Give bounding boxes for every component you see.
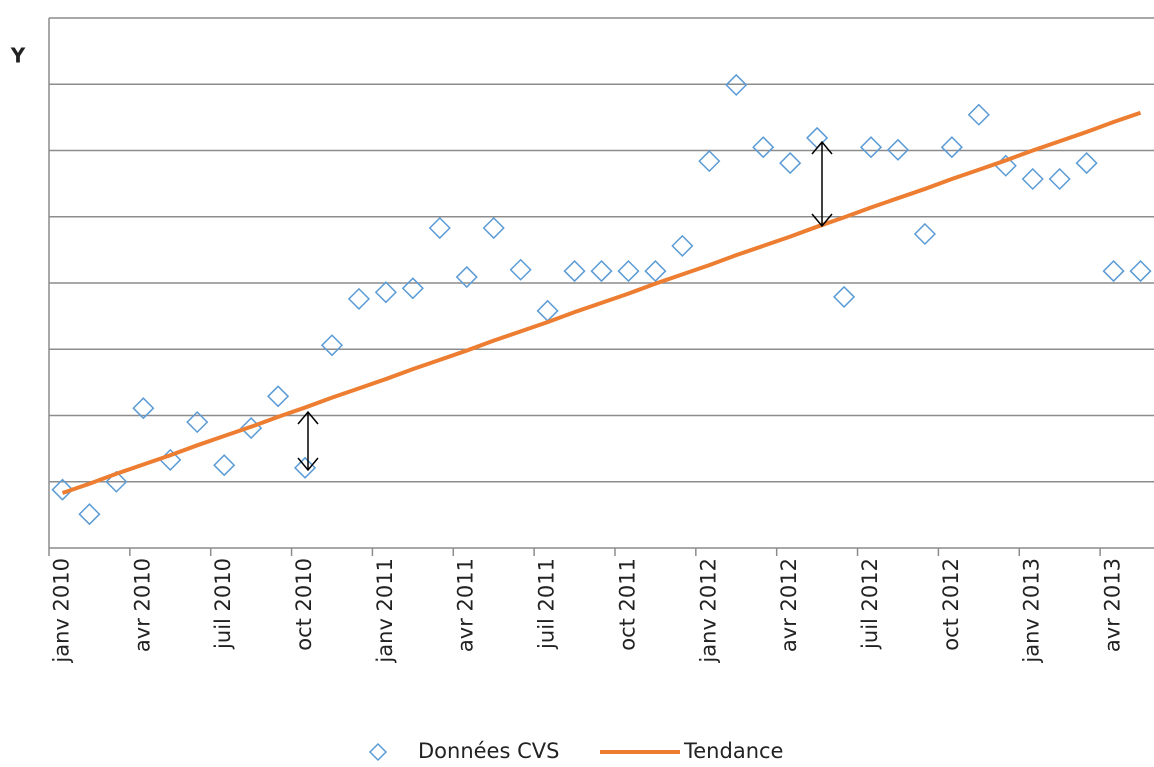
data-point [752, 136, 775, 159]
data-point [1102, 260, 1125, 283]
data-point [563, 260, 586, 283]
data-point [482, 216, 505, 240]
x-tick-label: juil 2012 [858, 558, 882, 650]
x-tick-label: janv 2012 [696, 558, 720, 664]
data-point [859, 136, 883, 159]
trend-line [61, 110, 1142, 495]
data-point [617, 260, 640, 283]
x-tick-label: oct 2010 [292, 558, 316, 651]
data-point [186, 411, 209, 434]
x-tick-label: avr 2011 [454, 558, 478, 652]
data-point [1048, 167, 1071, 191]
x-tick-label: janv 2013 [1020, 558, 1044, 664]
data-point [320, 334, 344, 357]
data-point [644, 260, 667, 283]
data-point [940, 136, 963, 159]
legend-label: Tendance [683, 739, 783, 763]
data-point [455, 265, 478, 289]
data-point [105, 470, 128, 493]
data-point [671, 234, 694, 257]
data-point [51, 478, 74, 501]
x-tick-label: juil 2011 [535, 558, 559, 650]
x-tick-label: avr 2010 [130, 558, 154, 652]
data-point [132, 397, 155, 420]
data-point [1021, 167, 1044, 191]
data-point [1075, 152, 1098, 175]
x-tick-label: janv 2010 [49, 558, 73, 664]
data-point [78, 503, 101, 526]
x-tick-label: avr 2012 [777, 558, 801, 652]
legend-label: Données CVS [418, 739, 559, 763]
data-point [428, 216, 451, 240]
data-point [293, 456, 317, 479]
x-tick-label: avr 2013 [1101, 558, 1125, 652]
x-tick-label: oct 2011 [615, 558, 639, 651]
data-point [967, 103, 990, 126]
x-tick-label: janv 2011 [373, 558, 397, 664]
data-point [779, 152, 802, 175]
y-axis-label: Y [10, 44, 26, 68]
legend-marker [368, 742, 388, 762]
data-point [213, 454, 236, 477]
data-point [725, 73, 748, 96]
data-point [509, 258, 532, 281]
data-point [913, 222, 936, 246]
annotation-arrows [297, 140, 833, 472]
data-point [698, 150, 721, 173]
data-point [374, 281, 397, 304]
data-point [1129, 260, 1152, 283]
x-tick-label: juil 2010 [211, 558, 235, 650]
data-point [267, 385, 290, 408]
data-point [401, 277, 424, 300]
data-point [590, 260, 613, 283]
x-tick-label: oct 2012 [939, 558, 963, 651]
data-point [347, 287, 370, 310]
data-point [886, 138, 910, 161]
data-point [833, 285, 856, 308]
